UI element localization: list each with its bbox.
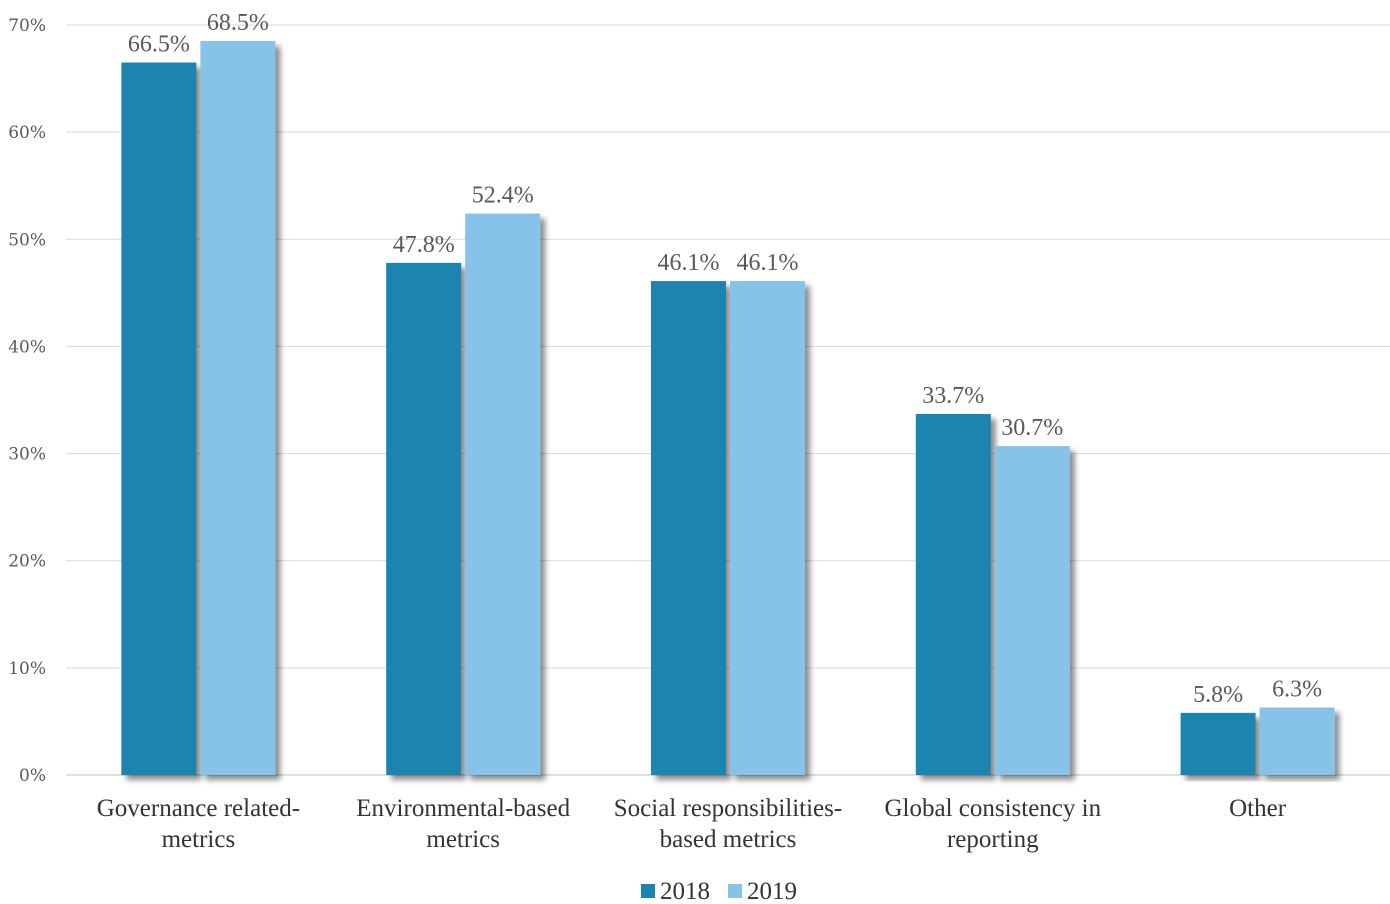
- bar-2019-2: [730, 281, 805, 775]
- bar-2019-4: [1259, 707, 1335, 775]
- bar-2018-4: [1180, 712, 1256, 775]
- y-tick-label: 70%: [8, 16, 46, 36]
- data-label-2018-2: 46.1%: [658, 250, 720, 276]
- data-label-2018-4: 5.8%: [1193, 682, 1243, 708]
- bar-2018-3: [915, 413, 991, 775]
- data-label-2019-0: 68.5%: [207, 10, 269, 36]
- data-labels: 66.5% 68.5% 47.8% 52.4% 46.1% 46.1% 33.7% 30.7%…: [128, 10, 1322, 708]
- x-category-label: Environmental-based: [356, 795, 570, 822]
- data-label-2019-2: 46.1%: [737, 250, 799, 276]
- bar-2019-0: [200, 41, 276, 776]
- legend-swatch-2018: [641, 884, 655, 898]
- y-tick-label: 50%: [8, 230, 46, 250]
- y-tick-label: 30%: [8, 445, 46, 465]
- x-axis: Governance related-metrics Environmental-…: [97, 795, 1287, 853]
- y-axis: 0% 10% 20% 30% 40% 50% 60% 70%: [8, 16, 46, 786]
- x-category-label: Governance related-: [97, 795, 300, 822]
- legend-swatch-2019: [728, 884, 742, 898]
- data-label-2019-1: 52.4%: [472, 183, 534, 209]
- y-tick-label: 10%: [8, 659, 46, 679]
- x-category-label: Social responsibilities-: [614, 795, 842, 822]
- gridlines: [66, 24, 1390, 776]
- x-category-label: metrics: [426, 826, 500, 853]
- y-tick-label: 20%: [8, 552, 46, 572]
- x-category-label: based metrics: [660, 826, 797, 853]
- x-category-label: Other: [1229, 795, 1287, 822]
- data-label-2018-0: 66.5%: [128, 32, 190, 58]
- data-label-2019-3: 30.7%: [1001, 415, 1063, 441]
- bar-2019-1: [465, 213, 541, 776]
- legend: 2018 2019: [641, 878, 797, 904]
- x-category-label: metrics: [162, 826, 236, 853]
- data-label-2019-4: 6.3%: [1272, 677, 1322, 703]
- legend-label-2019: 2019: [747, 878, 797, 904]
- bar-2018-2: [651, 281, 726, 775]
- y-tick-label: 40%: [8, 337, 46, 357]
- bars: [121, 41, 1335, 776]
- x-category-label: reporting: [947, 826, 1039, 853]
- bar-2018-1: [386, 262, 462, 775]
- y-tick-label: 0%: [19, 766, 46, 786]
- data-label-2018-3: 33.7%: [922, 383, 984, 409]
- x-category-label: Global consistency in: [884, 795, 1101, 822]
- legend-label-2018: 2018: [660, 878, 710, 904]
- bar-2019-3: [994, 446, 1070, 775]
- data-label-2018-1: 47.8%: [393, 232, 455, 258]
- bar-2018-0: [121, 62, 197, 775]
- y-tick-label: 60%: [8, 123, 46, 143]
